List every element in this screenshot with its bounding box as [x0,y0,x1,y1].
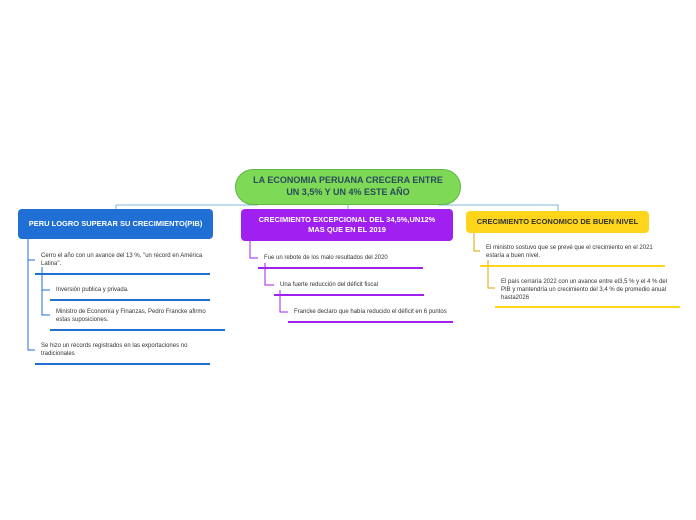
branch-header-crecimiento-excepcional: CRECIMIENTO EXCEPCIONAL DEL 34,5%,UN12% … [241,209,453,241]
sub-item: Ministro de Economía y Finanzas, Pedro F… [50,307,225,331]
root-node: LA ECONOMIA PERUANA CRECERA ENTRE UN 3,5… [235,169,461,205]
sub-item: Inversión publica y privada. [50,285,210,301]
sub-item: Cerro el año con un avance del 13 %, "un… [35,251,210,275]
sub-item: Fue un rebote de los malo resultados del… [258,253,423,269]
sub-item: El ministro sostuvo que se prevé que el … [480,243,665,267]
sub-item: Se hizo un récords registrados en las ex… [35,341,210,365]
sub-item: El país cerraría 2022 con un avance entr… [495,277,680,308]
sub-item: Francke declaro que había reducido el dé… [288,307,453,323]
branch-header-crecimiento-economico: CRECIMIENTO ECONOMICO DE BUEN NIVEL [466,211,649,233]
branch-header-peru: PERU LOGRO SUPERAR SU CRECIMIENTO(PIB) [18,209,213,239]
sub-item: Una fuerte reducción del déficit fiscal [274,280,424,296]
root-title: LA ECONOMIA PERUANA CRECERA ENTRE UN 3,5… [248,175,448,198]
